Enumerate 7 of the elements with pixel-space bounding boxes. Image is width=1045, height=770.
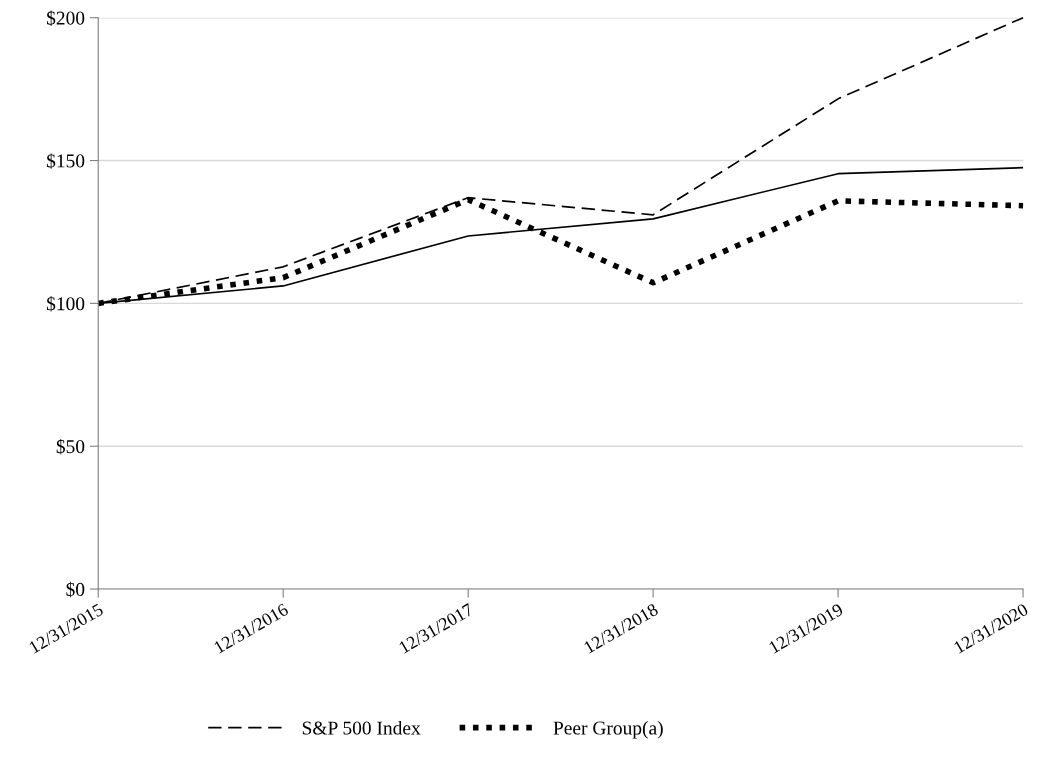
y-tick-label: $200 <box>46 10 85 26</box>
y-tick-label: $50 <box>56 438 85 455</box>
y-tick-label: $150 <box>46 153 85 169</box>
y-tick-label: $100 <box>46 296 85 312</box>
y-tick-label: $0 <box>66 581 85 598</box>
legend-label: Peer Group(a) <box>553 720 663 739</box>
legend-label: S&P 500 Index <box>302 720 421 735</box>
